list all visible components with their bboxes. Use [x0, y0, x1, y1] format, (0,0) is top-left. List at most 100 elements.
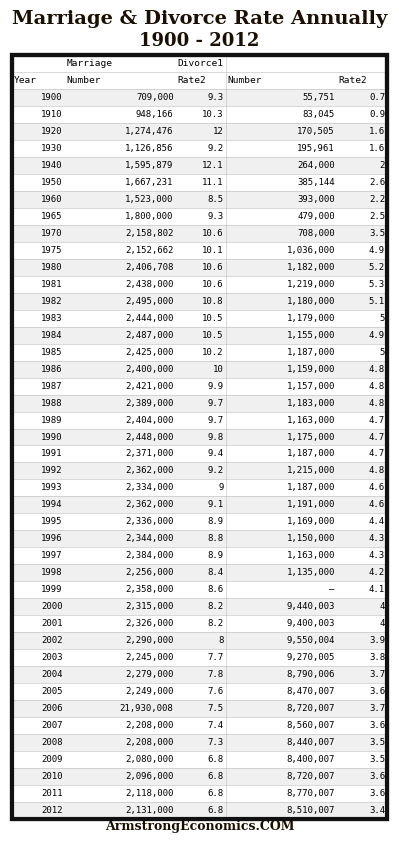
Text: 2,389,000: 2,389,000: [125, 399, 174, 408]
Text: 2,358,000: 2,358,000: [125, 585, 174, 595]
Text: 4.8: 4.8: [369, 382, 385, 390]
Text: 3.4: 3.4: [369, 806, 385, 815]
Text: 6.8: 6.8: [207, 806, 224, 815]
Text: 1985: 1985: [41, 347, 62, 357]
Text: 8: 8: [218, 637, 224, 645]
Text: 1,187,000: 1,187,000: [286, 347, 335, 357]
Text: 1,157,000: 1,157,000: [286, 382, 335, 390]
Bar: [13, 429, 386, 446]
Bar: [13, 191, 386, 208]
Text: 5.2: 5.2: [369, 262, 385, 272]
Text: 4.6: 4.6: [369, 484, 385, 493]
Text: 3.6: 3.6: [369, 721, 385, 730]
Text: 1,036,000: 1,036,000: [286, 246, 335, 255]
Text: —: —: [330, 585, 335, 595]
Text: 9,400,003: 9,400,003: [286, 619, 335, 628]
Text: 1986: 1986: [41, 365, 62, 373]
Text: 8,720,007: 8,720,007: [286, 704, 335, 713]
Text: 2,208,000: 2,208,000: [125, 738, 174, 747]
Text: 1,219,000: 1,219,000: [286, 280, 335, 288]
Text: 2,371,000: 2,371,000: [125, 449, 174, 458]
Text: 8,440,007: 8,440,007: [286, 738, 335, 747]
Text: 2011: 2011: [41, 789, 62, 798]
Text: 12.1: 12.1: [202, 161, 224, 170]
Text: 4: 4: [379, 602, 385, 611]
Text: 4.3: 4.3: [369, 552, 385, 560]
Text: 1,800,000: 1,800,000: [125, 212, 174, 221]
Text: 1900 - 2012: 1900 - 2012: [139, 32, 260, 50]
Bar: [13, 717, 386, 734]
Bar: [13, 683, 386, 701]
Text: 1950: 1950: [41, 177, 62, 187]
Text: 195,961: 195,961: [297, 144, 335, 153]
Bar: [13, 513, 386, 531]
Text: 0.7: 0.7: [369, 93, 385, 102]
Text: 4.3: 4.3: [369, 534, 385, 543]
Text: 2,406,708: 2,406,708: [125, 262, 174, 272]
Text: 2000: 2000: [41, 602, 62, 611]
Text: 2004: 2004: [41, 670, 62, 680]
Text: 10.8: 10.8: [202, 297, 224, 305]
Bar: [13, 649, 386, 666]
Text: 8,720,007: 8,720,007: [286, 772, 335, 781]
Text: 9.1: 9.1: [207, 500, 224, 510]
Text: 1,191,000: 1,191,000: [286, 500, 335, 510]
Text: 3.9: 3.9: [369, 637, 385, 645]
Bar: [13, 701, 386, 717]
Text: 3.5: 3.5: [369, 229, 385, 238]
Text: 5.3: 5.3: [369, 280, 385, 288]
Text: 2009: 2009: [41, 755, 62, 764]
Text: 1.6: 1.6: [369, 144, 385, 153]
Bar: [13, 751, 386, 768]
Text: 1983: 1983: [41, 314, 62, 323]
Text: 2,245,000: 2,245,000: [125, 653, 174, 662]
Text: 1,187,000: 1,187,000: [286, 484, 335, 493]
Text: 10.2: 10.2: [202, 347, 224, 357]
Text: 7.3: 7.3: [207, 738, 224, 747]
Text: 6.8: 6.8: [207, 755, 224, 764]
Text: 11.1: 11.1: [202, 177, 224, 187]
Text: 4.4: 4.4: [369, 517, 385, 526]
Text: 2,131,000: 2,131,000: [125, 806, 174, 815]
Text: 10.6: 10.6: [202, 280, 224, 288]
Text: 8.8: 8.8: [207, 534, 224, 543]
Text: 7.6: 7.6: [207, 687, 224, 696]
Bar: [13, 106, 386, 123]
Text: 1940: 1940: [41, 161, 62, 170]
Text: 9,270,005: 9,270,005: [286, 653, 335, 662]
Text: 1960: 1960: [41, 195, 62, 204]
Text: 7.8: 7.8: [207, 670, 224, 680]
Text: 2,487,000: 2,487,000: [125, 331, 174, 340]
Text: 1,175,000: 1,175,000: [286, 432, 335, 442]
Bar: [13, 259, 386, 276]
Text: 1993: 1993: [41, 484, 62, 493]
Text: 4.8: 4.8: [369, 467, 385, 475]
Text: 1989: 1989: [41, 415, 62, 425]
Text: 1920: 1920: [41, 127, 62, 136]
Text: 2,444,000: 2,444,000: [125, 314, 174, 323]
Text: 2.6: 2.6: [369, 177, 385, 187]
Text: 5: 5: [379, 314, 385, 323]
Text: 8,770,007: 8,770,007: [286, 789, 335, 798]
Text: 0.9: 0.9: [369, 110, 385, 119]
Text: 3.6: 3.6: [369, 789, 385, 798]
Bar: [13, 463, 386, 479]
Bar: [13, 157, 386, 174]
Bar: [13, 174, 386, 191]
Bar: [13, 394, 386, 411]
Bar: [13, 598, 386, 616]
Text: 1997: 1997: [41, 552, 62, 560]
Text: 9.8: 9.8: [207, 432, 224, 442]
Text: 9.3: 9.3: [207, 93, 224, 102]
Text: 9: 9: [218, 484, 224, 493]
Text: 10.6: 10.6: [202, 262, 224, 272]
Bar: [13, 531, 386, 547]
Text: 1,169,000: 1,169,000: [286, 517, 335, 526]
Text: 1,595,879: 1,595,879: [125, 161, 174, 170]
Text: 7.7: 7.7: [207, 653, 224, 662]
Bar: [13, 446, 386, 463]
Text: 7.5: 7.5: [207, 704, 224, 713]
Bar: [13, 802, 386, 819]
Text: 3.5: 3.5: [369, 755, 385, 764]
Text: 1970: 1970: [41, 229, 62, 238]
